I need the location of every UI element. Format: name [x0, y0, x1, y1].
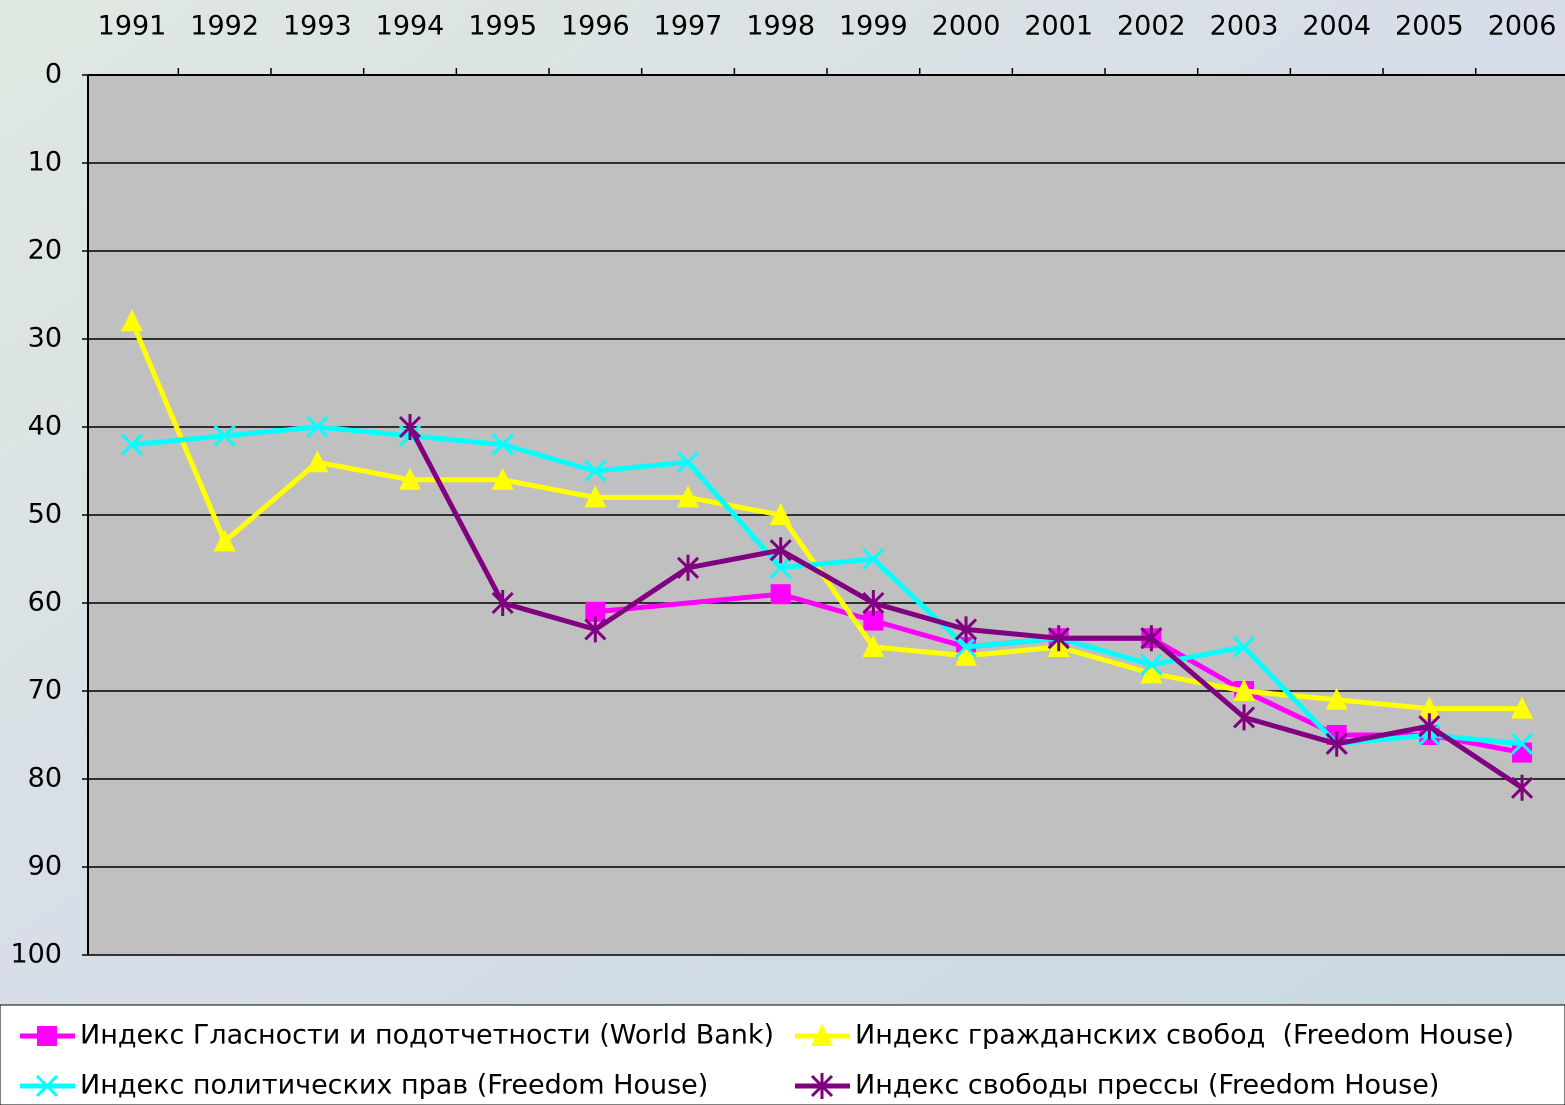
data-point	[676, 554, 700, 581]
data-point	[1140, 653, 1163, 676]
data-point	[306, 415, 329, 439]
data-point	[1511, 696, 1534, 719]
data-point	[491, 590, 514, 616]
data-point	[1232, 635, 1256, 659]
y-tick-label: 50	[28, 499, 62, 530]
y-tick-label: 100	[10, 939, 62, 970]
y-tick-label: 10	[28, 147, 62, 178]
data-point	[213, 424, 236, 447]
x-tick-label: 2001	[1024, 11, 1093, 42]
y-tick-label: 20	[28, 235, 62, 266]
data-point	[1325, 730, 1348, 757]
data-point	[213, 529, 236, 552]
legend-label: Индекс политических прав (Freedom House)	[80, 1070, 708, 1101]
legend-label: Индекс свободы прессы (Freedom House)	[855, 1070, 1439, 1101]
data-point	[1418, 713, 1441, 740]
x-tick-label: 2004	[1302, 11, 1371, 42]
x-tick-label: 2002	[1117, 11, 1186, 42]
legend-marker	[811, 1024, 833, 1046]
y-tick-label: 80	[28, 763, 62, 794]
y-tick-label: 70	[28, 675, 62, 706]
data-point	[584, 616, 607, 643]
legend-marker	[810, 1073, 834, 1099]
data-point	[770, 584, 791, 605]
data-point	[769, 503, 792, 525]
data-point	[677, 485, 700, 508]
data-point	[863, 610, 884, 631]
x-tick-label: 2003	[1210, 11, 1279, 42]
data-point	[676, 451, 700, 474]
data-point	[585, 601, 606, 622]
data-point	[954, 635, 978, 659]
data-point	[1233, 679, 1256, 701]
data-point	[1510, 732, 1534, 755]
data-point	[121, 309, 143, 332]
data-point	[120, 433, 144, 456]
data-point	[399, 467, 422, 490]
x-tick-label: 2000	[932, 11, 1001, 42]
series-line	[131, 424, 1523, 747]
data-point	[1418, 696, 1441, 719]
legend-label: Индекс Гласности и подотчетности (World …	[80, 1020, 774, 1051]
data-point	[1140, 625, 1163, 652]
data-point	[398, 414, 422, 440]
x-tick-label: 1991	[98, 11, 167, 42]
data-point	[1325, 687, 1348, 710]
y-tick-label: 90	[28, 851, 62, 882]
x-tick-label: 1994	[376, 11, 445, 42]
x-tick-label: 1997	[654, 11, 723, 42]
data-point	[862, 635, 885, 657]
data-point	[955, 643, 978, 666]
data-point	[1232, 704, 1256, 731]
y-tick-label: 60	[28, 587, 62, 618]
y-tick-label: 30	[28, 323, 62, 354]
data-point	[862, 547, 885, 571]
data-point	[306, 450, 329, 473]
x-tick-label: 1998	[746, 11, 815, 42]
data-point	[491, 433, 514, 456]
x-tick-label: 1992	[190, 11, 259, 42]
data-point	[1510, 774, 1534, 801]
data-point	[1047, 625, 1070, 652]
data-point	[1140, 661, 1163, 684]
legend-marker	[37, 1026, 57, 1046]
data-point	[769, 556, 792, 579]
y-tick-label: 40	[28, 411, 62, 442]
x-tick-label: 2005	[1395, 11, 1464, 42]
data-point	[584, 485, 607, 508]
data-point	[862, 590, 885, 616]
data-point	[954, 616, 978, 643]
x-tick-label: 1993	[283, 11, 352, 42]
y-tick-label: 0	[45, 59, 62, 90]
x-tick-label: 1999	[839, 11, 908, 42]
legend-box	[0, 1004, 1565, 1105]
x-tick-label: 1995	[468, 11, 537, 42]
x-tick-label: 2006	[1488, 11, 1557, 42]
data-point	[491, 467, 514, 490]
legend-label: Индекс гражданских свобод (Freedom House…	[855, 1020, 1514, 1051]
data-point	[769, 537, 792, 564]
x-tick-label: 1996	[561, 11, 630, 42]
data-point	[584, 459, 607, 483]
legend-marker	[35, 1074, 59, 1098]
